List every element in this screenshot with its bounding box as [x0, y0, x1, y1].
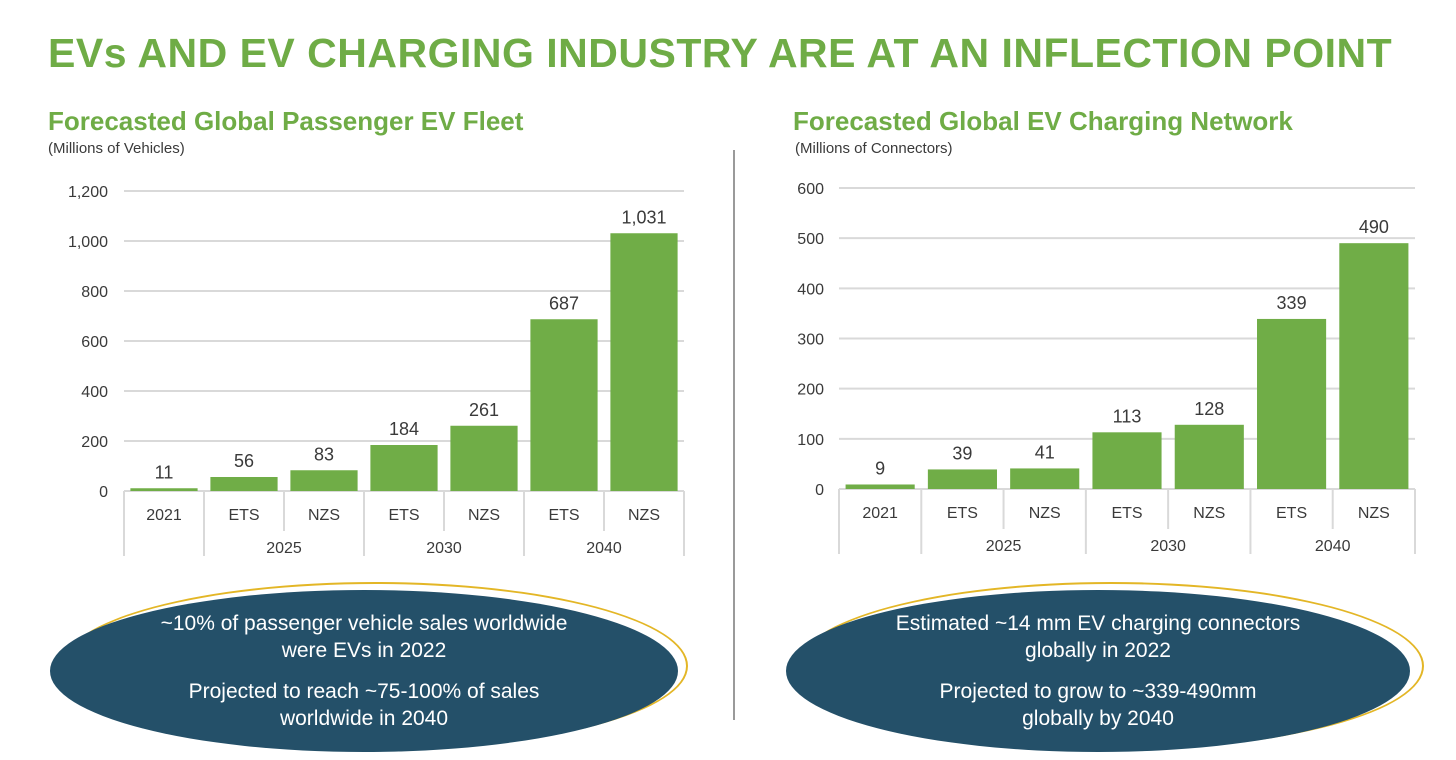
x-category-label: NZS	[468, 507, 500, 524]
x-category-label: ETS	[1111, 505, 1142, 522]
y-tick-label: 500	[797, 231, 824, 248]
bar	[210, 477, 278, 491]
panel-divider	[733, 150, 735, 720]
y-tick-label: 800	[81, 284, 108, 301]
data-label: 41	[1035, 442, 1055, 462]
data-label: 83	[314, 444, 334, 464]
data-label: 490	[1359, 217, 1389, 237]
bar	[1339, 243, 1409, 489]
x-category-label: 2021	[862, 505, 898, 522]
x-category-label: ETS	[228, 507, 259, 524]
x-group-label: 2030	[1150, 538, 1186, 555]
callout-2-line-1: Estimated ~14 mm EV charging connectors	[895, 612, 1301, 635]
data-label: 184	[389, 419, 419, 439]
x-category-label: NZS	[308, 507, 340, 524]
callout-2: Estimated ~14 mm EV charging connectors …	[786, 590, 1410, 752]
x-category-label: ETS	[548, 507, 579, 524]
bar	[845, 484, 915, 489]
bar	[1092, 432, 1162, 489]
bar	[290, 470, 358, 491]
callout-1: ~10% of passenger vehicle sales worldwid…	[50, 590, 678, 752]
bar	[927, 469, 997, 489]
y-tick-label: 200	[81, 434, 108, 451]
y-tick-label: 100	[797, 432, 824, 449]
x-category-label: NZS	[628, 507, 660, 524]
x-group-label: 2025	[986, 538, 1022, 555]
bar	[1257, 318, 1327, 489]
data-label: 1,031	[621, 207, 666, 227]
chart-1-title: Forecasted Global Passenger EV Fleet	[48, 106, 524, 136]
x-category-label: NZS	[1193, 505, 1225, 522]
bar	[130, 488, 198, 491]
bar	[1010, 468, 1080, 489]
x-group-label: 2025	[266, 540, 302, 557]
y-tick-label: 300	[797, 332, 824, 349]
bar	[530, 319, 598, 491]
callout-1-line-3: Projected to reach ~75-100% of sales	[188, 680, 540, 703]
y-tick-label: 600	[797, 181, 824, 198]
callout-1-line-1: ~10% of passenger vehicle sales worldwid…	[160, 612, 568, 635]
x-category-label: 2021	[146, 507, 182, 524]
page-title: EVs AND EV CHARGING INDUSTRY ARE AT AN I…	[48, 30, 1393, 76]
callout-2-line-3: Projected to grow to ~339-490mm	[939, 680, 1257, 703]
data-label: 11	[155, 462, 174, 482]
chart-1-unit-label: (Millions of Vehicles)	[48, 140, 185, 157]
chart-2-unit-label: (Millions of Connectors)	[795, 140, 953, 157]
x-group-label: 2030	[426, 540, 462, 557]
y-tick-label: 0	[815, 482, 824, 499]
callout-1-line-4: worldwide in 2040	[279, 707, 449, 730]
y-tick-label: 0	[99, 484, 108, 501]
x-group-label: 2040	[586, 540, 622, 557]
x-category-label: NZS	[1029, 505, 1061, 522]
data-label: 56	[234, 451, 254, 471]
y-tick-label: 600	[81, 334, 108, 351]
y-tick-label: 1,000	[68, 234, 108, 251]
x-category-label: ETS	[947, 505, 978, 522]
data-label: 261	[469, 400, 499, 420]
bar	[450, 425, 518, 491]
callout-2-line-4: globally by 2040	[1022, 707, 1174, 730]
callout-2-line-2: globally in 2022	[1025, 639, 1171, 662]
data-label: 339	[1277, 293, 1307, 313]
y-tick-label: 1,200	[68, 184, 108, 201]
callout-1-line-2: were EVs in 2022	[281, 639, 447, 662]
y-tick-label: 200	[797, 382, 824, 399]
data-label: 113	[1113, 406, 1142, 426]
data-label: 39	[952, 443, 972, 463]
bar	[1174, 424, 1244, 489]
y-tick-label: 400	[81, 384, 108, 401]
x-category-label: ETS	[388, 507, 419, 524]
chart-2-title: Forecasted Global EV Charging Network	[793, 106, 1293, 136]
data-label: 687	[549, 293, 579, 313]
bar	[370, 445, 438, 491]
data-label: 9	[875, 458, 885, 478]
x-category-label: ETS	[1276, 505, 1307, 522]
x-group-label: 2040	[1315, 538, 1351, 555]
data-label: 128	[1194, 399, 1224, 419]
y-tick-label: 400	[797, 281, 824, 298]
bar	[610, 233, 678, 491]
x-category-label: NZS	[1358, 505, 1390, 522]
